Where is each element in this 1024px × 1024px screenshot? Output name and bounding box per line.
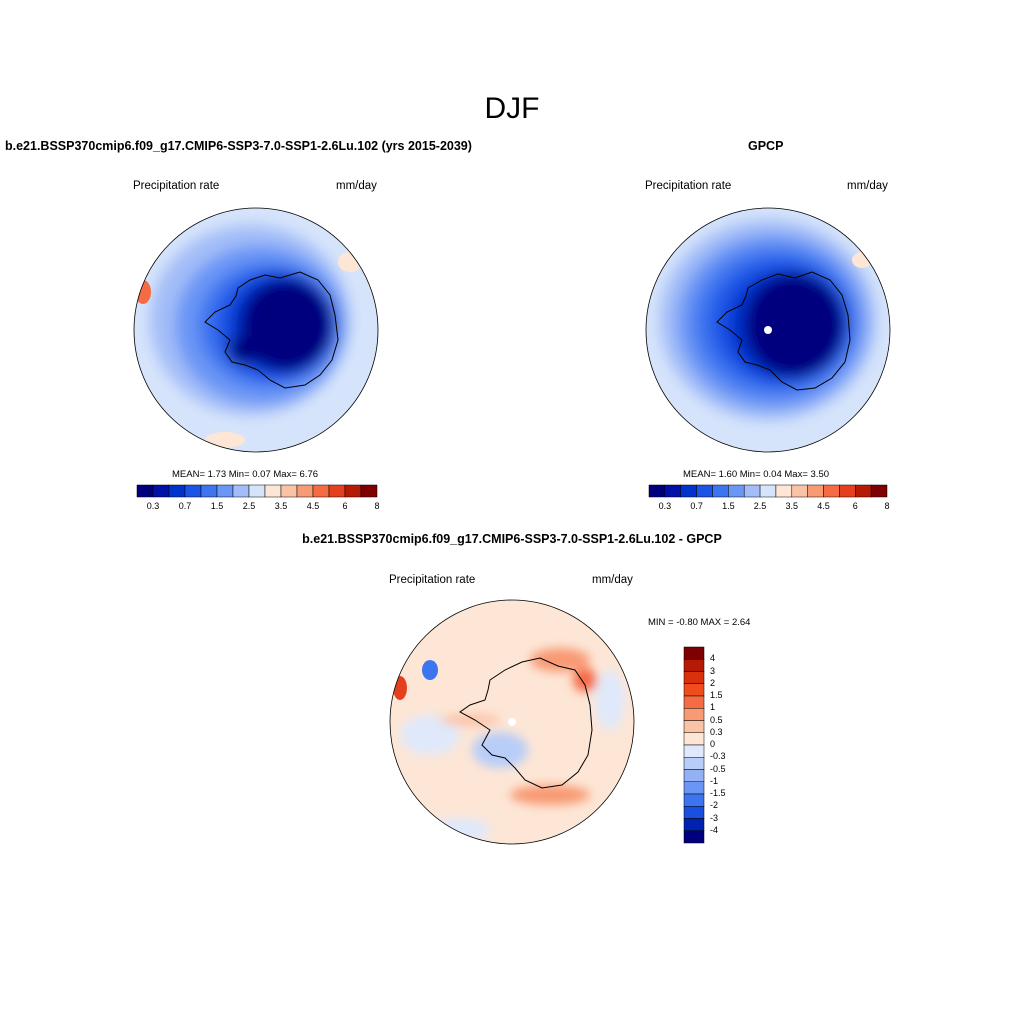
colorbar-swatch xyxy=(683,732,705,746)
colorbar-swatch xyxy=(184,484,202,498)
colorbar-swatch xyxy=(200,484,218,498)
colorbar-swatch xyxy=(136,484,154,498)
colorbar-swatch xyxy=(823,484,840,498)
colorbar-swatch xyxy=(152,484,170,498)
colorbar-swatch xyxy=(683,720,705,733)
colorbar-tick-label: 6 xyxy=(852,501,858,511)
colorbar-tick-label: 3.5 xyxy=(785,501,799,511)
colorbar-swatch xyxy=(683,757,705,770)
colorbar-swatch xyxy=(728,484,745,498)
colorbar-swatch xyxy=(712,484,729,498)
colorbar-tick-label: -1 xyxy=(710,775,719,786)
colorbar-swatch xyxy=(344,484,362,498)
colorbar-tick-label: -4 xyxy=(710,824,719,835)
panel-obs-title: GPCP xyxy=(748,139,784,153)
panel-diff-right-label: mm/day xyxy=(592,574,633,586)
colorbar-tick-label: 2 xyxy=(710,677,716,688)
panel-model-title: b.e21.BSSP370cmip6.f09_g17.CMIP6-SSP3-7.… xyxy=(5,139,472,153)
colorbar-tick-label: 1.5 xyxy=(710,690,723,700)
panel-obs-right-label: mm/day xyxy=(847,180,888,192)
colorbar-swatch xyxy=(696,484,713,498)
colorbar-swatch xyxy=(683,671,705,684)
colorbar-swatch xyxy=(683,830,705,844)
panel-diff-title: b.e21.BSSP370cmip6.f09_g17.CMIP6-SSP3-7.… xyxy=(302,532,722,546)
colorbar-tick-label: -0.5 xyxy=(710,763,726,774)
colorbar-tick-label: 8 xyxy=(374,501,380,511)
colorbar-tick-label: 4 xyxy=(710,653,716,664)
colorbar-swatch xyxy=(232,484,250,498)
colorbar-tick-label: 1 xyxy=(710,702,716,713)
colorbar-swatch xyxy=(683,659,705,672)
colorbar-tick-label: 0.7 xyxy=(690,501,703,511)
colorbar-swatch xyxy=(264,484,282,498)
colorbar-swatch xyxy=(280,484,298,498)
colorbar-swatch xyxy=(680,484,697,498)
colorbar-tick-label: 0.5 xyxy=(710,714,723,725)
colorbar-swatch xyxy=(683,793,705,807)
panel-diff-colorbar xyxy=(683,646,705,844)
panel-diff-stats: MIN = -0.80 MAX = 2.64 xyxy=(648,617,751,628)
colorbar-tick-label: 3 xyxy=(710,665,716,676)
colorbar-swatch xyxy=(683,708,705,721)
colorbar-tick-label: 0.7 xyxy=(178,501,192,511)
colorbar-tick-label: 4.5 xyxy=(817,501,830,511)
panel-obs-colorbar xyxy=(648,484,888,498)
colorbar-swatch xyxy=(683,744,705,758)
colorbar-swatch xyxy=(839,484,856,498)
colorbar-swatch xyxy=(168,484,186,498)
colorbar-tick-label: -1.5 xyxy=(710,788,726,798)
colorbar-swatch xyxy=(328,484,346,498)
colorbar-swatch xyxy=(870,484,888,498)
colorbar-tick-label: 2.5 xyxy=(753,501,767,511)
colorbar-swatch xyxy=(360,484,378,498)
colorbar-swatch xyxy=(216,484,234,498)
colorbar-swatch xyxy=(683,695,705,709)
colorbar-swatch xyxy=(248,484,266,498)
colorbar-tick-label: 0.3 xyxy=(658,501,672,511)
panel-diff-coastline xyxy=(459,657,593,789)
colorbar-swatch xyxy=(683,683,705,697)
panel-diff-left-label: Precipitation rate xyxy=(389,574,476,586)
panel-model-left-label: Precipitation rate xyxy=(133,180,220,192)
colorbar-swatch xyxy=(312,484,330,498)
colorbar-tick-label: 0 xyxy=(710,739,716,749)
colorbar-tick-label: 2.5 xyxy=(242,501,256,511)
colorbar-tick-label: -3 xyxy=(710,812,719,823)
colorbar-swatch xyxy=(775,484,793,498)
colorbar-swatch xyxy=(683,781,705,795)
page-title: DJF xyxy=(484,92,540,125)
panel-model-coastline xyxy=(204,271,339,389)
colorbar-swatch xyxy=(296,484,314,498)
colorbar-swatch xyxy=(791,484,808,498)
panel-obs-left-label: Precipitation rate xyxy=(645,180,732,192)
colorbar-tick-label: 3.5 xyxy=(274,501,288,511)
colorbar-tick-label: 4.5 xyxy=(306,501,320,511)
colorbar-swatch xyxy=(683,806,705,819)
panel-obs-coastline xyxy=(716,271,851,391)
colorbar-tick-label: 0.3 xyxy=(710,726,723,737)
colorbar-swatch xyxy=(648,484,666,498)
colorbar-tick-label: -2 xyxy=(710,800,719,811)
panel-model-stats: MEAN= 1.73 Min= 0.07 Max= 6.76 xyxy=(172,469,319,480)
colorbar-swatch xyxy=(759,484,777,498)
colorbar-swatch xyxy=(743,484,761,498)
colorbar-swatch xyxy=(683,769,705,782)
colorbar-swatch xyxy=(683,646,705,660)
colorbar-tick-label: 1.5 xyxy=(210,501,224,511)
colorbar-tick-label: 6 xyxy=(342,501,348,511)
colorbar-tick-label: -0.3 xyxy=(710,751,726,762)
panel-obs-stats: MEAN= 1.60 Min= 0.04 Max= 3.50 xyxy=(683,469,830,480)
colorbar-swatch xyxy=(683,818,705,831)
panel-model-colorbar xyxy=(136,484,378,498)
colorbar-tick-label: 0.3 xyxy=(146,501,160,511)
colorbar-swatch xyxy=(664,484,681,498)
colorbar-tick-label: 8 xyxy=(884,501,890,511)
colorbar-swatch xyxy=(807,484,824,498)
colorbar-swatch xyxy=(855,484,872,498)
colorbar-tick-label: 1.5 xyxy=(722,501,735,511)
panel-model-right-label: mm/day xyxy=(336,180,377,192)
